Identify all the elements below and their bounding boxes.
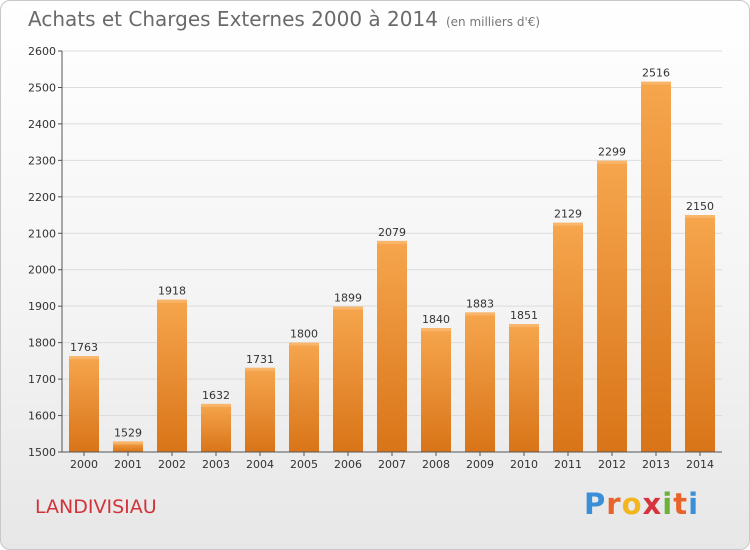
value-label-2012: 2299 xyxy=(598,146,626,159)
bar-2001 xyxy=(113,441,143,452)
x-tick-label-2011: 2011 xyxy=(554,458,582,471)
bar-2014 xyxy=(685,215,715,452)
bar-2011 xyxy=(553,222,583,452)
bar-2004 xyxy=(245,367,275,452)
bar-top-highlight xyxy=(69,356,99,360)
y-tick-label: 1900 xyxy=(28,300,56,313)
y-tick-label: 1700 xyxy=(28,373,56,386)
logo-letter: t xyxy=(673,487,689,521)
bar-top-highlight xyxy=(509,324,539,328)
y-axis: 1500 1600 1700 1800 1900 2000 2100 2200 2300 2400… xyxy=(28,45,63,459)
x-axis: 2000 2001 2002 2003 2004 2005 2006 2007 2008 2009… xyxy=(62,451,722,471)
y-tick-label: 2100 xyxy=(28,227,56,240)
value-label-2003: 1632 xyxy=(202,389,230,402)
y-tick-label: 1500 xyxy=(28,446,56,459)
y-tick-label: 1800 xyxy=(28,337,56,350)
x-tick-label-2007: 2007 xyxy=(378,458,406,471)
value-label-2010: 1851 xyxy=(510,309,538,322)
value-label-2008: 1840 xyxy=(422,313,450,326)
y-tick-label: 2000 xyxy=(28,264,56,277)
bar-2006 xyxy=(333,306,363,452)
bar-2008 xyxy=(421,328,451,452)
value-label-2006: 1899 xyxy=(334,292,362,305)
x-tick-label-2002: 2002 xyxy=(158,458,186,471)
x-tick-label-2006: 2006 xyxy=(334,458,362,471)
x-tick-label-2003: 2003 xyxy=(202,458,230,471)
value-label-2005: 1800 xyxy=(290,328,318,341)
value-label-2002: 1918 xyxy=(158,285,186,298)
logo-letter: x xyxy=(642,487,663,521)
bar-2000 xyxy=(69,356,99,452)
value-label-2007: 2079 xyxy=(378,226,406,239)
bar-top-highlight xyxy=(333,306,363,310)
y-tick-label: 2200 xyxy=(28,191,56,204)
y-tick-label: 2600 xyxy=(28,45,56,58)
bar-top-highlight xyxy=(113,441,143,445)
value-label-2004: 1731 xyxy=(246,353,274,366)
bar-top-highlight xyxy=(465,312,495,316)
x-tick-label-2010: 2010 xyxy=(510,458,538,471)
bar-top-highlight xyxy=(641,81,671,85)
value-label-2011: 2129 xyxy=(554,208,582,221)
bar-2003 xyxy=(201,403,231,452)
x-tick-label-2008: 2008 xyxy=(422,458,450,471)
bar-2005 xyxy=(289,342,319,452)
bar-top-highlight xyxy=(245,367,275,371)
x-tick-label-2000: 2000 xyxy=(70,458,98,471)
value-label-2000: 1763 xyxy=(70,341,98,354)
bar-top-highlight xyxy=(685,215,715,219)
logo-letter: o xyxy=(621,487,643,521)
bar-top-highlight xyxy=(421,328,451,332)
value-label-2014: 2150 xyxy=(686,200,714,213)
bar-2009 xyxy=(465,312,495,452)
bar-2007 xyxy=(377,240,407,452)
x-tick-label-2005: 2005 xyxy=(290,458,318,471)
bar-2012 xyxy=(597,160,627,452)
x-tick-label-2013: 2013 xyxy=(642,458,670,471)
bar-top-highlight xyxy=(553,222,583,226)
y-tick-label: 1600 xyxy=(28,410,56,423)
x-tick-label-2012: 2012 xyxy=(598,458,626,471)
x-tick-label-2004: 2004 xyxy=(246,458,274,471)
y-tick-label: 2300 xyxy=(28,154,56,167)
bar-top-highlight xyxy=(597,160,627,164)
bar-top-highlight xyxy=(289,342,319,346)
bar-2010 xyxy=(509,324,539,452)
city-name: LANDIVISIAU xyxy=(35,496,157,518)
y-tick-label: 2400 xyxy=(28,118,56,131)
y-tick-label: 2500 xyxy=(28,81,56,94)
x-tick-label-2014: 2014 xyxy=(686,458,714,471)
value-label-2013: 2516 xyxy=(642,67,670,80)
bars: 1763 1529 1918 1632 1731 1800 1899 2079 1840 1883… xyxy=(69,67,715,452)
bar-2013 xyxy=(641,81,671,452)
title-unit: (en milliers d'€) xyxy=(445,15,541,29)
logo-letter: i xyxy=(662,487,674,521)
logo-letter: i xyxy=(688,487,700,521)
x-tick-label-2001: 2001 xyxy=(114,458,142,471)
chart-title: Achats et Charges Externes 2000 à 2014 (e… xyxy=(28,7,540,31)
x-tick-label-2009: 2009 xyxy=(466,458,494,471)
bar-top-highlight xyxy=(157,299,187,303)
value-label-2009: 1883 xyxy=(466,297,494,310)
proxiti-logo[interactable]: Proxiti xyxy=(584,487,699,521)
bar-2002 xyxy=(157,299,187,452)
title-text: Achats et Charges Externes 2000 à 2014 xyxy=(28,7,438,31)
logo-letter: r xyxy=(606,487,622,521)
bar-top-highlight xyxy=(201,403,231,407)
logo-letter: P xyxy=(584,487,607,521)
bar-top-highlight xyxy=(377,240,407,244)
value-label-2001: 1529 xyxy=(114,426,142,439)
